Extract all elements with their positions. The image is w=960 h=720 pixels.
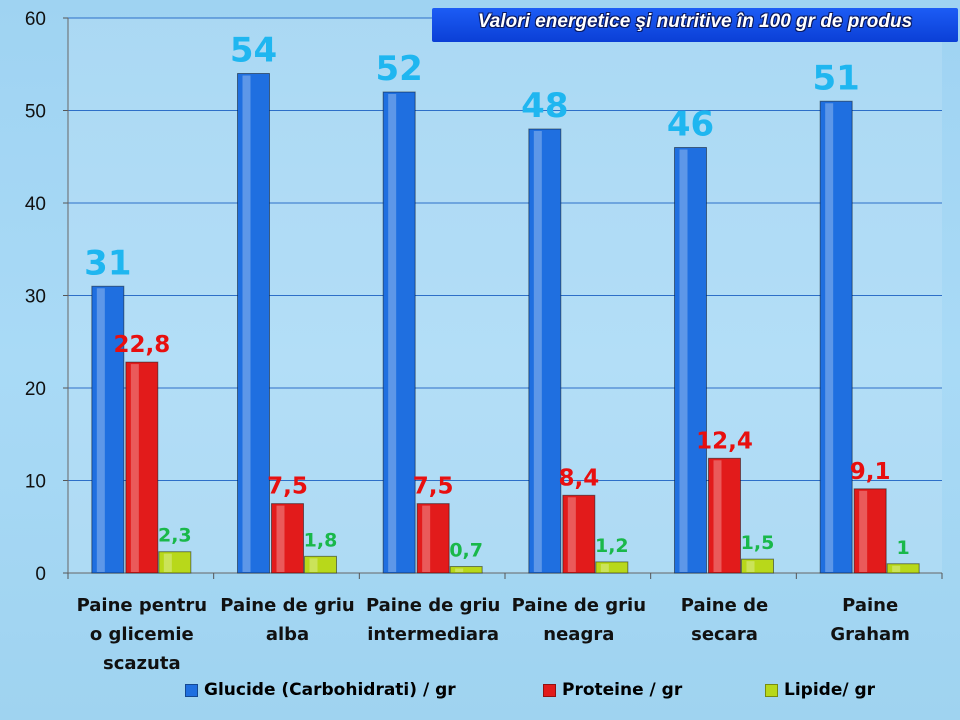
bar-highlight [388,94,397,572]
y-tick-label: 10 [25,472,46,493]
data-label: 1,2 [595,535,629,557]
x-category-label: Paine de [681,595,768,616]
legend-item-lipide: Lipide/ gr [765,680,875,700]
bar-highlight [825,103,834,572]
legend-swatch-lipide [765,683,778,697]
y-tick-label: 20 [25,379,46,400]
chart-title: Valori energetice şi nutritive în 100 gr… [477,11,913,32]
bar-proteine [271,503,304,574]
x-category-label: scazuta [103,653,181,674]
bar-highlight [713,460,722,572]
legend-label-glucide: Glucide (Carbohidrati) / gr [204,680,456,700]
x-category-label: neagra [543,624,614,645]
data-label: 7,5 [267,474,308,500]
data-label: 2,3 [158,525,192,547]
bar-highlight [533,131,542,572]
bar-highlight [892,565,901,572]
legend-item-proteine: Proteine / gr [543,680,682,700]
bar-glucide [528,128,562,574]
data-label: 9,1 [850,459,891,485]
legend-label-proteine: Proteine / gr [562,680,683,700]
x-category-label: Paine de griu [366,595,500,616]
data-label: 46 [667,105,714,145]
data-label: 1 [897,537,910,559]
x-category-label: Graham [830,624,910,645]
data-label: 1,5 [741,532,775,554]
bar-lipide [886,563,920,574]
bar-highlight [130,364,139,572]
data-label: 51 [813,58,860,98]
bar-highlight [242,75,251,572]
bar-highlight [859,490,868,572]
bar-lipide [595,561,629,574]
bar-lipide [304,555,337,574]
bar-proteine [562,494,596,574]
data-label: 8,4 [558,465,599,491]
bar-glucide [91,285,125,574]
legend: Glucide (Carbohidrati) / gr Proteine / g… [0,680,960,706]
bar-highlight [163,553,172,572]
y-tick-label: 0 [35,564,46,585]
bar-glucide [382,91,416,574]
legend-label-lipide: Lipide/ gr [784,680,876,700]
bar-highlight [422,505,431,572]
bar-glucide [674,147,707,574]
x-category-label: Paine de griu [220,595,354,616]
x-category-label: Paine pentru [77,595,208,616]
bar-proteine [708,457,741,574]
y-tick-label: 40 [25,194,46,215]
bar-proteine [125,361,159,574]
bar-highlight [746,561,755,572]
bar-lipide [449,566,483,574]
x-category-label: secara [691,624,758,645]
legend-swatch-glucide [185,683,198,697]
bar-highlight [567,497,576,572]
legend-swatch-proteine [543,683,556,697]
bar-glucide [819,100,853,574]
bar-highlight [96,288,105,572]
x-category-label: o glicemie [90,624,194,645]
chart-title-banner: Valori energetice şi nutritive în 100 gr… [432,8,958,42]
x-category-label: Paine [842,595,898,616]
bar-highlight [309,558,318,572]
data-label: 12,4 [696,428,753,454]
y-tick-label: 30 [25,287,46,308]
bar-highlight [679,149,688,572]
data-label: 54 [230,31,277,71]
bar-proteine [853,488,887,574]
x-category-label: Paine de griu [512,595,646,616]
legend-item-glucide: Glucide (Carbohidrati) / gr [185,680,456,700]
data-label: 0,7 [449,540,483,562]
x-category-label: intermediara [367,624,499,645]
data-label: 1,8 [304,529,338,551]
bar-lipide [158,551,192,574]
y-tick-label: 50 [25,102,46,123]
data-label: 48 [521,86,568,126]
bar-proteine [416,503,450,574]
bar-highlight [455,568,464,572]
bar-lipide [741,558,774,574]
data-label: 22,8 [113,332,170,358]
data-label: 31 [84,243,131,283]
bar-highlight [600,563,609,572]
data-label: 7,5 [413,474,454,500]
y-tick-label: 60 [25,9,46,30]
data-label: 52 [376,49,423,89]
bar-glucide [237,73,270,574]
bar-highlight [276,505,285,572]
x-category-label: alba [266,624,309,645]
